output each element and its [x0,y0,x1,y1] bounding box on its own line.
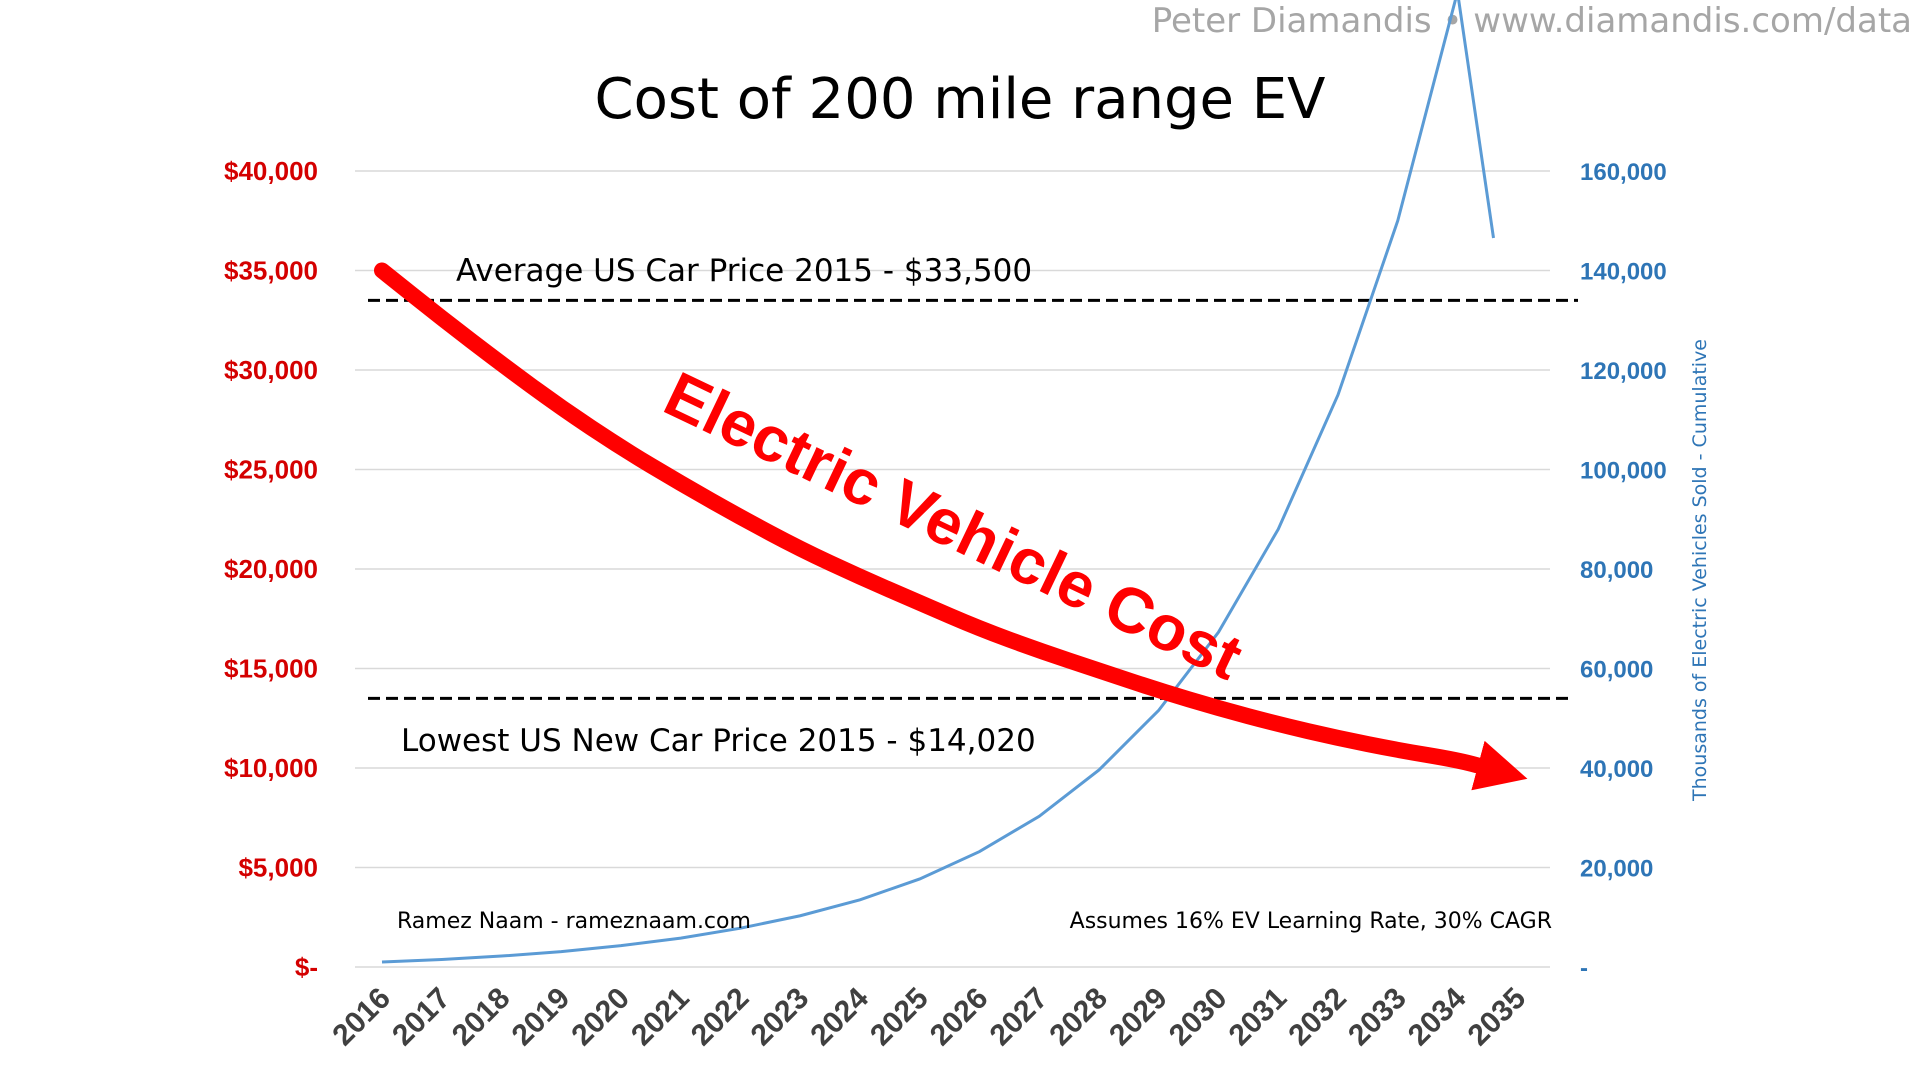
right-tick-label: 140,000 [1580,259,1667,286]
average-price-label: Average US Car Price 2015 - $33,500 [456,253,1032,289]
right-tick-label: 40,000 [1580,756,1653,783]
right-tick-label: - [1580,955,1588,982]
x-tick-label: 2029 [1103,982,1174,1053]
right-tick-label: 80,000 [1580,557,1653,584]
ev-cost-curve [374,262,1528,791]
left-tick-label: $40,000 [224,156,318,186]
reference-lines [368,298,1578,700]
x-tick-label: 2016 [326,982,397,1053]
left-tick-label: $25,000 [224,455,318,485]
x-tick-label: 2034 [1402,981,1473,1052]
x-tick-label: 2027 [984,982,1055,1053]
ev-sales-line [381,0,1495,964]
x-tick-label: 2017 [386,982,457,1053]
left-tick-label: $- [295,952,318,982]
left-axis: $- $5,000 $10,000 $15,000 $20,000 $25,000 $30,… [224,156,318,982]
source-note: Ramez Naam - rameznaam.com [397,909,751,934]
left-tick-label: $5,000 [238,853,318,883]
left-tick-label: $20,000 [224,554,318,584]
x-tick-label: 2031 [1223,982,1294,1053]
x-tick-label: 2026 [924,982,995,1053]
left-tick-label: $30,000 [224,355,318,385]
left-tick-label: $35,000 [224,256,318,286]
x-tick-label: 2019 [506,982,577,1053]
x-tick-label: 2033 [1342,982,1413,1053]
right-tick-label: 20,000 [1580,856,1653,883]
x-tick-label: 2018 [446,982,517,1053]
right-axis: - 20,000 40,000 60,000 80,000 100,000 120,000 1… [1580,159,1667,982]
right-tick-label: 60,000 [1580,657,1653,684]
x-tick-label: 2032 [1282,982,1353,1053]
x-tick-label: 2024 [804,981,875,1052]
right-tick-label: 100,000 [1580,458,1667,485]
x-axis: 2016201720182019202020212022202320242025… [326,981,1532,1052]
assumption-note: Assumes 16% EV Learning Rate, 30% CAGR [1070,909,1552,934]
x-tick-label: 2023 [745,982,816,1053]
x-tick-label: 2021 [625,982,696,1053]
x-tick-label: 2030 [1163,982,1234,1053]
x-tick-label: 2022 [685,982,756,1053]
left-tick-label: $15,000 [224,654,318,684]
lowest-price-label: Lowest US New Car Price 2015 - $14,020 [401,723,1036,759]
right-axis-title: Thousands of Electric Vehicles Sold - Cu… [1689,339,1711,802]
chart-title: Cost of 200 mile range EV [594,67,1325,132]
gridlines [355,170,1550,968]
x-tick-label: 2025 [864,982,935,1053]
x-tick-label: 2035 [1462,982,1533,1053]
right-tick-label: 160,000 [1580,159,1667,186]
x-tick-label: 2020 [565,982,636,1053]
x-tick-label: 2028 [1043,982,1114,1053]
right-tick-label: 120,000 [1580,358,1667,385]
attribution-text: Peter Diamandis • www.diamandis.com/data [1152,1,1912,41]
left-tick-label: $10,000 [224,753,318,783]
